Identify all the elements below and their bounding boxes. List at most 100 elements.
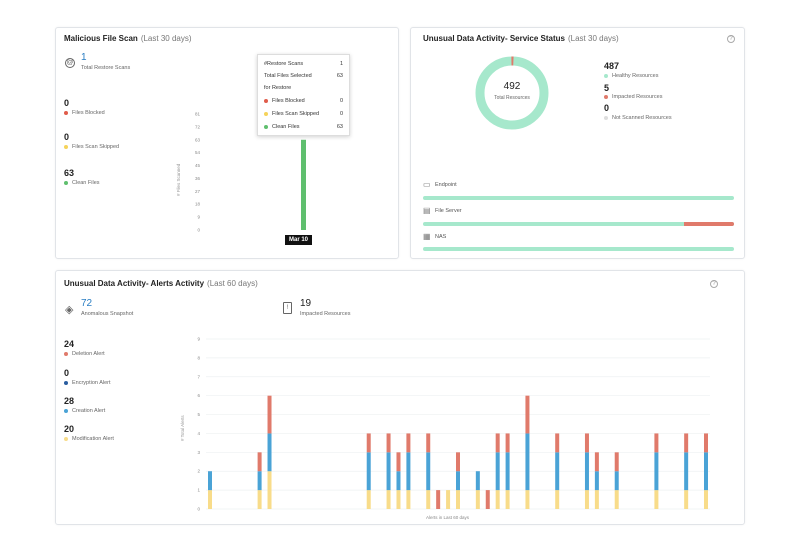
modification-bar [475,490,480,509]
creation-bar [704,452,708,491]
y-tick-label: 63 [195,137,201,142]
help-icon[interactable]: ? [727,35,735,43]
modification-bar [495,490,500,509]
not-scanned-label: Not Scanned Resources [604,115,672,121]
y-tick-label: 0 [197,507,200,512]
y-tick-label: 54 [195,150,201,155]
impacted-fill [684,222,734,226]
y-tick-label: 9 [197,337,200,342]
creation-bar [426,452,431,491]
resources-donut [475,56,549,130]
creation-bar [396,471,401,491]
impacted-resources-value: 19 [300,298,312,309]
deletion-bar [704,433,708,453]
laptop-icon: ▭ [423,180,431,189]
modification-bar [208,490,212,509]
nas-icon: ▦ [423,232,431,241]
restore-scans-label: Total Restore Scans [81,65,131,71]
y-tick-label: 9 [197,215,200,220]
modification-alert-label: Modification Alert [64,436,114,442]
creation-bar [584,452,589,491]
deletion-bar [406,433,411,453]
creation-alert-value: 28 [64,396,75,406]
files-skipped-value: 0 [64,132,70,142]
deletion-alert-value: 24 [64,339,75,349]
date-label: Mar 10 [285,235,313,245]
creation-alert-label: Creation Alert [64,408,105,414]
malicious-file-scan-card: Malicious File Scan (Last 30 days) @ 1 To… [55,27,399,259]
deletion-bar [436,490,441,509]
y-tick-label: 18 [195,202,201,207]
clean-files-bar [301,139,306,230]
card-title: Malicious File Scan (Last 30 days) [64,34,192,43]
deletion-bar [594,452,599,472]
files-scanned-chart: 0 9 18 27 36 45 54 63 72 81 [186,106,386,236]
y-tick-label: 72 [195,124,201,129]
y-tick-label: 81 [195,112,201,117]
deletion-bar [485,490,490,509]
deletion-bar [386,433,391,453]
endpoint-bar [423,196,734,200]
y-tick-label: 45 [195,163,201,168]
encryption-alert-value: 0 [64,368,70,378]
creation-bar [386,452,391,491]
nas-bar [423,247,734,251]
card-title: Unusual Data Activity- Alerts Activity (L… [64,279,258,288]
healthy-label: Healthy Resources [604,73,658,79]
creation-bar [525,433,530,491]
creation-bar [505,452,510,491]
snapshot-value[interactable]: 72 [81,298,93,309]
y-axis-label: # Files Scanned [176,163,181,196]
creation-bar [475,471,480,491]
modification-bar [525,490,530,509]
total-resources-value: 492 [503,81,521,92]
creation-bar [257,471,262,491]
at-icon: @ [65,58,75,68]
server-icon: ▤ [423,206,431,215]
card-title: Unusual Data Activity- Service Status (La… [423,34,619,43]
deletion-bar [426,433,431,453]
modification-bar [386,490,391,509]
creation-bar [555,452,560,491]
creation-bar [366,452,371,491]
deletion-bar [267,395,272,434]
y-tick-label: 5 [197,412,200,417]
alerts-chart: 0 1 2 3 4 5 6 7 8 9 [188,335,716,512]
creation-bar [208,471,212,491]
y-tick-label: 0 [197,228,200,233]
snapshot-label: Anomalous Snapshot [81,311,134,317]
modification-bar [406,490,411,509]
not-scanned-value: 0 [604,103,610,113]
impacted-resources-label: Impacted Resources [300,311,351,317]
alerts-activity-card: Unusual Data Activity- Alerts Activity (L… [55,270,745,525]
deletion-bar [257,452,262,472]
nas-label: NAS [435,234,447,240]
modification-bar [654,490,659,509]
deletion-bar [654,433,659,453]
restore-scans-value[interactable]: 1 [81,52,87,63]
deletion-bar [584,433,589,453]
modification-bar [257,490,262,509]
file-server-label: File Server [435,208,462,214]
creation-bar [684,452,689,491]
y-tick-label: 7 [197,374,200,379]
help-icon[interactable]: ? [710,280,718,288]
files-skipped-label: Files Scan Skipped [64,144,119,150]
creation-bar [406,452,411,491]
clean-files-value: 63 [64,168,75,178]
y-tick-label: 36 [195,176,201,181]
modification-bar [446,490,451,509]
modification-alert-value: 20 [64,424,75,434]
y-tick-label: 8 [197,355,200,360]
deletion-bar [396,452,401,472]
deletion-alert-label: Deletion Alert [64,351,105,357]
deletion-bar [614,452,619,472]
y-tick-label: 2 [197,469,200,474]
modification-bar [594,490,599,509]
encryption-alert-label: Encryption Alert [64,380,111,386]
modification-bar [614,490,619,509]
deletion-bar [456,452,460,472]
deletion-bar [555,433,560,453]
y-axis-label: # Total Alerts [180,415,185,441]
y-tick-label: 1 [197,488,200,493]
